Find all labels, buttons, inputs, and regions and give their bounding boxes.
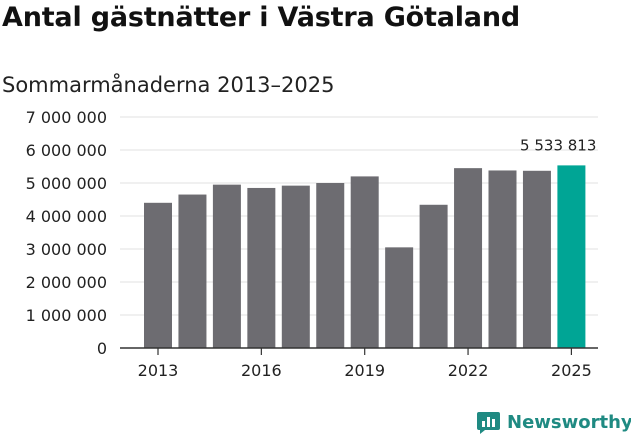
data-labels: 5 533 813 [520,136,596,154]
brand: Newsworthy [476,408,631,436]
bar-2016 [247,187,276,348]
bar-chart: 0 1 000 000 2 000 000 3 000 000 4 000 000 5 0… [26,108,598,380]
x-tick-label: 2013 [138,361,179,380]
bar-2017 [281,185,310,348]
y-tick-label: 7 000 000 [26,108,107,127]
y-tick-label: 4 000 000 [26,207,107,226]
y-axis-tick-labels: 0 1 000 000 2 000 000 3 000 000 4 000 000 5 0… [26,108,107,358]
x-tick-label: 2016 [241,361,282,380]
chart-title: Antal gästnätter i Västra Götaland [2,2,520,33]
bar-2024 [522,170,551,348]
y-tick-label: 3 000 000 [26,240,107,259]
bar-2019 [350,176,379,348]
y-tick-label: 5 000 000 [26,174,107,193]
bars [144,165,586,348]
data-label: 5 533 813 [520,136,596,154]
bar-chart-logo-icon [477,411,500,434]
x-tick-label: 2019 [344,361,385,380]
bar-2023 [488,170,517,348]
y-tick-label: 0 [97,339,107,358]
bar-2022 [454,168,483,348]
bar-2014 [178,194,207,348]
bar-2018 [316,183,345,348]
x-axis-tick-labels: 2013 2016 2019 2022 2025 [138,348,592,380]
bar-2021 [419,204,448,348]
y-tick-label: 2 000 000 [26,273,107,292]
x-tick-label: 2022 [448,361,489,380]
bar-2015 [212,184,241,348]
bar-2013 [144,202,172,348]
y-tick-label: 1 000 000 [26,306,107,325]
bar-2025 [557,165,586,348]
brand-name: Newsworthy [507,411,631,433]
x-tick-label: 2025 [551,361,592,380]
bar-2020 [385,247,414,348]
chart-subtitle: Sommarmånaderna 2013–2025 [2,73,335,97]
y-tick-label: 6 000 000 [26,141,107,160]
